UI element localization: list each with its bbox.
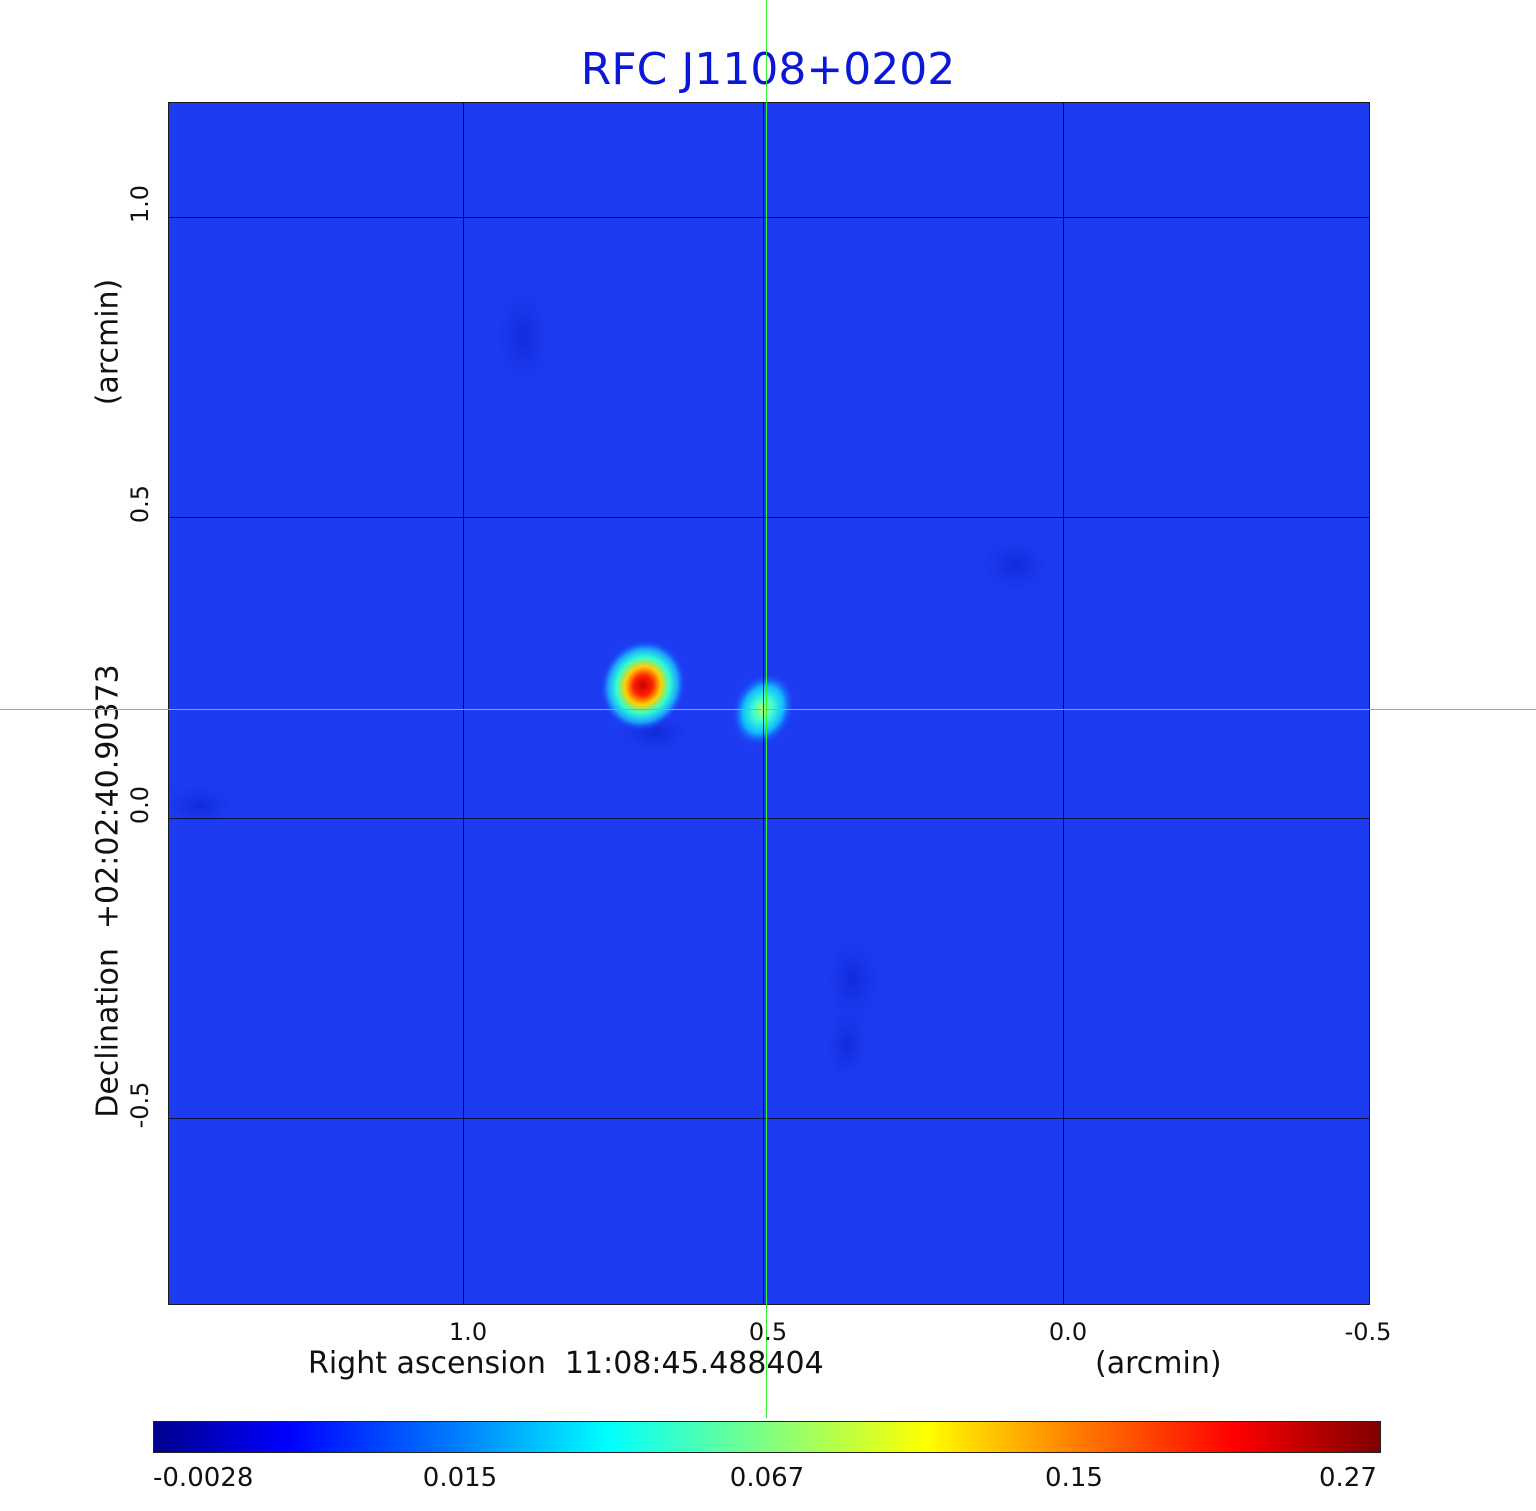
y-axis-unit: (arcmin) [90, 278, 126, 406]
y-tick-label: 0.0 [126, 785, 154, 824]
noise-feature-2 [965, 525, 1065, 606]
noise-feature-1 [483, 267, 563, 408]
crosshair-horizontal [0, 709, 1536, 710]
y-axis-label: Declination +02:02:40.90373 [90, 664, 126, 1118]
colorbar-tick-label: 0.015 [422, 1463, 498, 1493]
colorbar-tick-label: 0.27 [1319, 1463, 1377, 1493]
colorbar [153, 1421, 1381, 1453]
grid-line-y-1 [169, 217, 1369, 219]
y-tick-label: -0.5 [126, 1081, 154, 1129]
y-tick-label: 0.5 [126, 485, 154, 524]
image-plot-area [168, 102, 1370, 1305]
grid-line-y-2 [169, 517, 1369, 519]
noise-feature-4 [817, 995, 877, 1096]
colorbar-tick-label: 0.15 [1045, 1463, 1103, 1493]
x-tick-label: 0.5 [748, 1318, 788, 1346]
grid-line-x-2 [763, 103, 764, 1304]
source-blob-1 [600, 640, 686, 731]
x-axis-unit: (arcmin) [1095, 1346, 1222, 1381]
x-axis-label: Right ascension 11:08:45.488404 [308, 1346, 824, 1381]
grid-line-x-1 [463, 103, 464, 1304]
x-tick-label: -0.5 [1344, 1318, 1392, 1346]
x-tick-label: 0.0 [1048, 1318, 1088, 1346]
chart-title: RFC J1108+0202 [580, 44, 956, 95]
y-tick-label: 1.0 [126, 185, 154, 224]
noise-feature-5 [169, 775, 249, 836]
grid-line-x-3 [1063, 103, 1064, 1304]
colorbar-tick-label: -0.0028 [153, 1463, 254, 1493]
heatmap-image [169, 267, 1065, 1096]
grid-line-y-3 [169, 817, 1369, 819]
grid-line-y-4 [169, 1117, 1369, 1119]
x-tick-label: 1.0 [448, 1318, 488, 1346]
colorbar-tick-label: 0.067 [729, 1463, 805, 1493]
